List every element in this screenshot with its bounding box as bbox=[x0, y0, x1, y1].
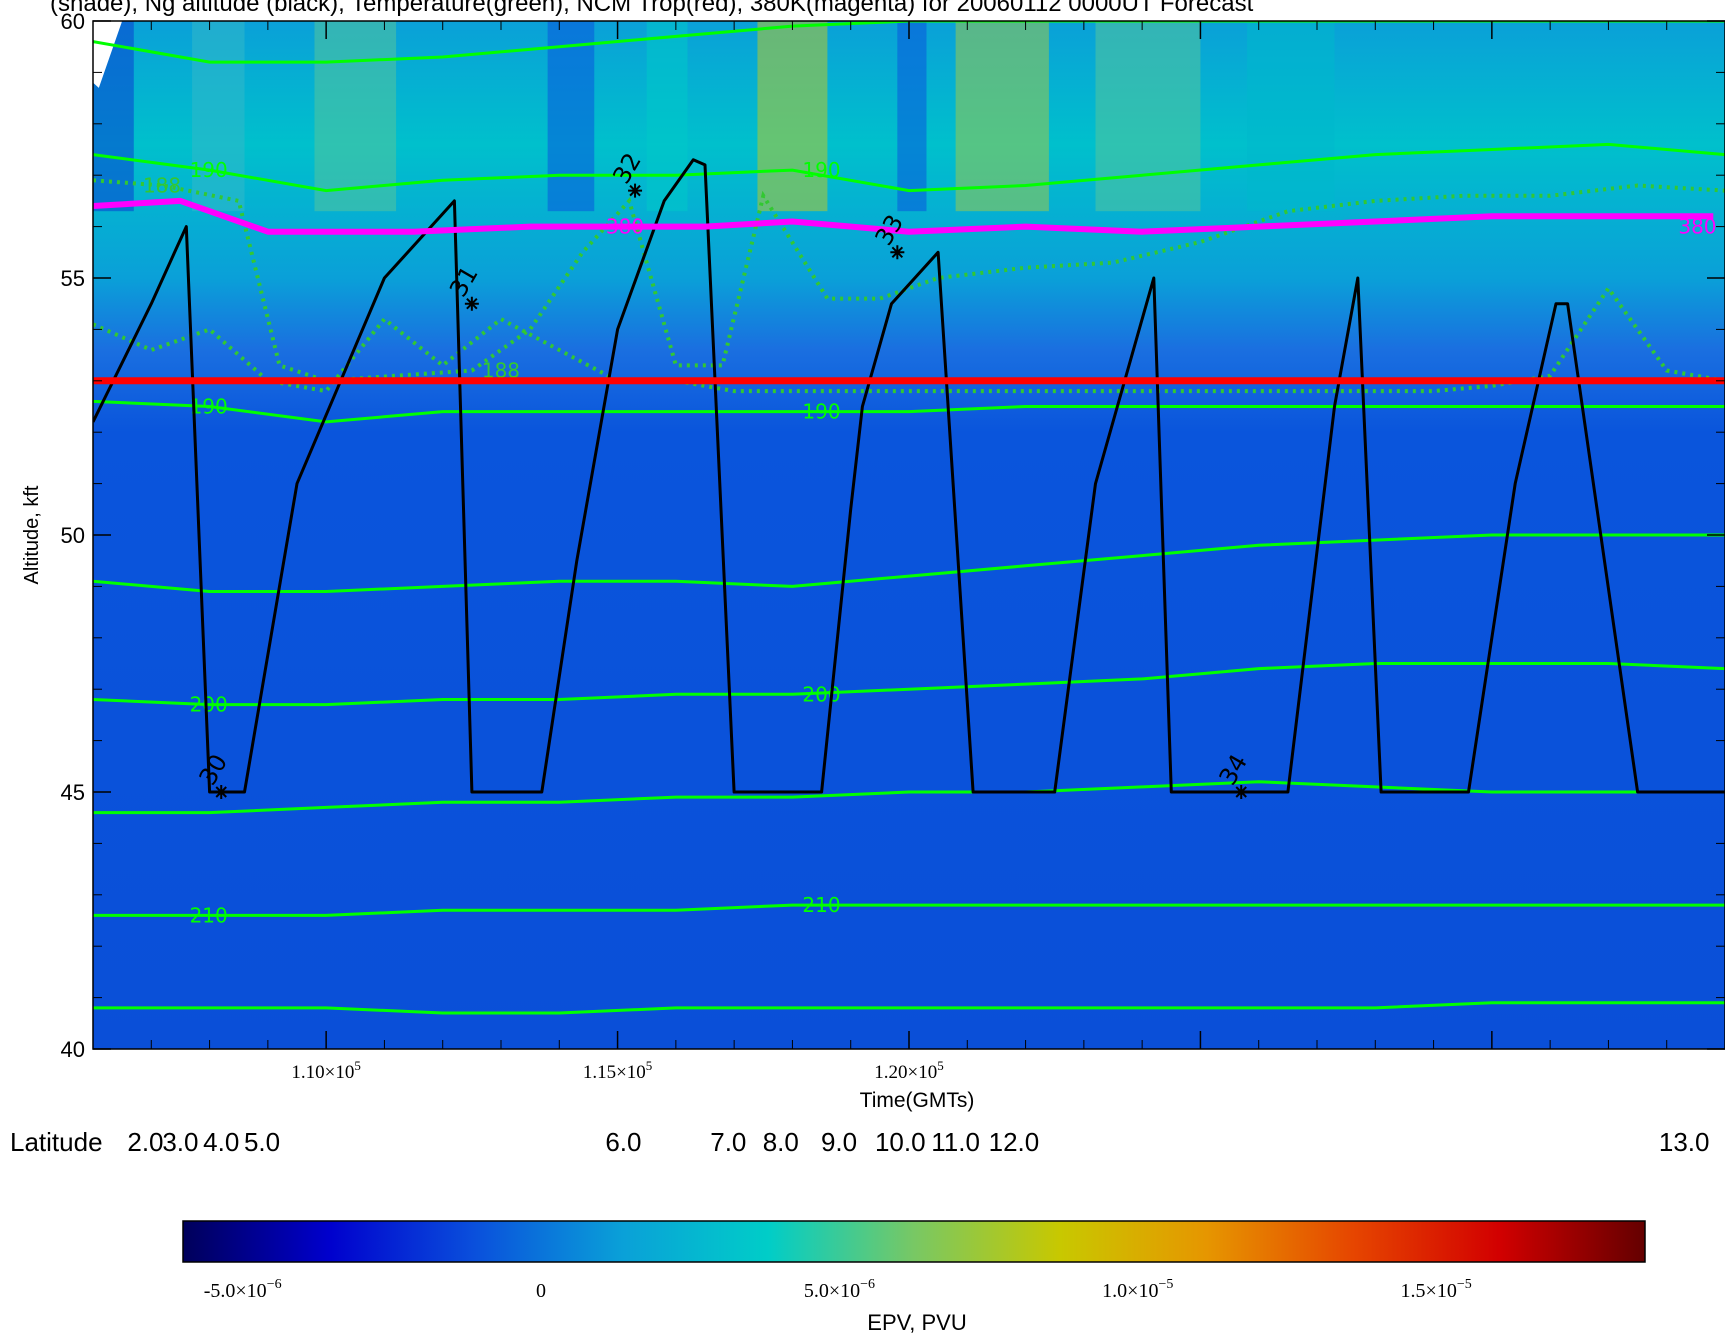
series-line-ng-altitude bbox=[93, 158, 1725, 794]
x-tick-label: 1.10×105 bbox=[291, 1058, 360, 1083]
y-tick-label: 60 bbox=[61, 9, 85, 34]
temperature-contour-2 bbox=[93, 399, 1725, 424]
epv-shade-layer bbox=[93, 21, 1335, 212]
epv-shade-band-3 bbox=[547, 21, 595, 212]
epv-shade-band-4 bbox=[646, 21, 688, 212]
latitude-tick-label: 4.0 bbox=[203, 1127, 239, 1157]
380k-line-label: 380 bbox=[606, 215, 644, 239]
colorbar-label: EPV, PVU bbox=[867, 1310, 966, 1335]
asterisk-marker bbox=[214, 785, 229, 799]
epv-shade-band-7 bbox=[955, 21, 1049, 212]
temperature-contour-label: 188 bbox=[143, 173, 181, 197]
latitude-tick-label: 6.0 bbox=[605, 1127, 641, 1157]
x-tick-label: 1.20×105 bbox=[874, 1058, 943, 1083]
altitude-lines: 380 380 bbox=[93, 158, 1725, 794]
temperature-contour-label: 190 bbox=[190, 158, 228, 182]
epv-shade-band-1 bbox=[192, 21, 245, 212]
latitude-tick-label: 12.0 bbox=[989, 1127, 1040, 1157]
latitude-tick-label: 8.0 bbox=[763, 1127, 799, 1157]
y-tick-label: 50 bbox=[61, 523, 85, 548]
colorbar-tick-label: 1.5×10−5 bbox=[1401, 1277, 1472, 1302]
latitude-tick-label: 9.0 bbox=[821, 1127, 857, 1157]
temperature-contour-6 bbox=[93, 903, 1725, 917]
epv-shade-band-8 bbox=[1095, 21, 1201, 212]
colorbar-tick-label: 1.0×10−5 bbox=[1102, 1277, 1173, 1302]
series-line-380k bbox=[93, 197, 1714, 235]
epv-shade-band-6 bbox=[897, 21, 927, 212]
temperature-contour-1 bbox=[93, 142, 1725, 193]
latitude-label: Latitude bbox=[10, 1127, 103, 1157]
latitude-tick-label: 7.0 bbox=[710, 1127, 746, 1157]
colorbar-tick-label: 5.0×10−6 bbox=[804, 1277, 875, 1302]
y-axis-label: Altitude, kft bbox=[21, 485, 43, 584]
latitude-tick-label: 13.0 bbox=[1659, 1127, 1710, 1157]
epv-shade-band-9 bbox=[1247, 21, 1335, 212]
temperature-contour-label: 210 bbox=[190, 903, 228, 927]
temperature-contour-label: 200 bbox=[802, 682, 840, 706]
epv-shade-band-5 bbox=[757, 21, 828, 212]
temperature-contour-7 bbox=[93, 1001, 1725, 1015]
latitude-tick-label: 11.0 bbox=[931, 1127, 980, 1157]
temperature-contour-label: 190 bbox=[802, 158, 840, 182]
latitude-row: 2.03.0 4.0 5.0 6.0 7.0 8.0 9.0 10.0 11.0 12.0 13.0 bbox=[127, 1127, 1709, 1157]
asterisk-marker bbox=[1234, 785, 1249, 799]
x-axis-label: Time(GMTs) bbox=[860, 1089, 975, 1112]
colorbar-ticks: -5.0×10−6 0 5.0×10−6 1.0×10−5 1.5×10−5 bbox=[204, 1277, 1472, 1302]
temperature-contour-4 bbox=[93, 662, 1725, 707]
latitude-tick-label: 3.0 bbox=[162, 1127, 198, 1157]
temperature-contour-label: 200 bbox=[190, 693, 228, 717]
epv-shade-band-2 bbox=[314, 21, 397, 212]
missing-data-patch bbox=[93, 21, 123, 88]
y-tick-label: 40 bbox=[61, 1037, 85, 1062]
temperature-contour-5 bbox=[93, 780, 1725, 815]
y-tick-label: 45 bbox=[61, 780, 85, 805]
chart-title: (shade), Ng altitude (black), Temperatur… bbox=[50, 0, 1254, 17]
temperature-contour-label: 210 bbox=[802, 893, 840, 917]
latitude-tick-label: 5.0 bbox=[244, 1127, 280, 1157]
temperature-contour-label: 190 bbox=[802, 400, 840, 424]
temperature-dotted-contour-0 bbox=[93, 178, 1725, 383]
temperature-contour-label: 190 bbox=[190, 395, 228, 419]
asterisk-marker bbox=[890, 245, 905, 260]
asterisk-marker bbox=[628, 183, 643, 198]
y-axis: 40 45 50 55 60 bbox=[61, 9, 1725, 1062]
colorbar-tick-label: 0 bbox=[536, 1280, 546, 1302]
x-tick-label: 1.15×105 bbox=[583, 1058, 652, 1083]
x-axis: 1.10×105 1.15×105 1.20×105 bbox=[92, 21, 1725, 1083]
latitude-tick-label: 10.0 bbox=[875, 1127, 926, 1157]
temperature-dotted-contour-1 bbox=[93, 284, 1725, 394]
temperature-contour-3 bbox=[93, 533, 1725, 593]
asterisk-marker bbox=[464, 296, 479, 311]
temperature-contour-0 bbox=[93, 21, 1725, 64]
latitude-tick-label: 2.0 bbox=[127, 1127, 163, 1157]
y-tick-label: 55 bbox=[61, 266, 85, 291]
colorbar-tick-label: -5.0×10−6 bbox=[204, 1277, 282, 1302]
380k-line-label: 380 bbox=[1678, 215, 1716, 239]
colorbar bbox=[182, 1220, 1646, 1263]
